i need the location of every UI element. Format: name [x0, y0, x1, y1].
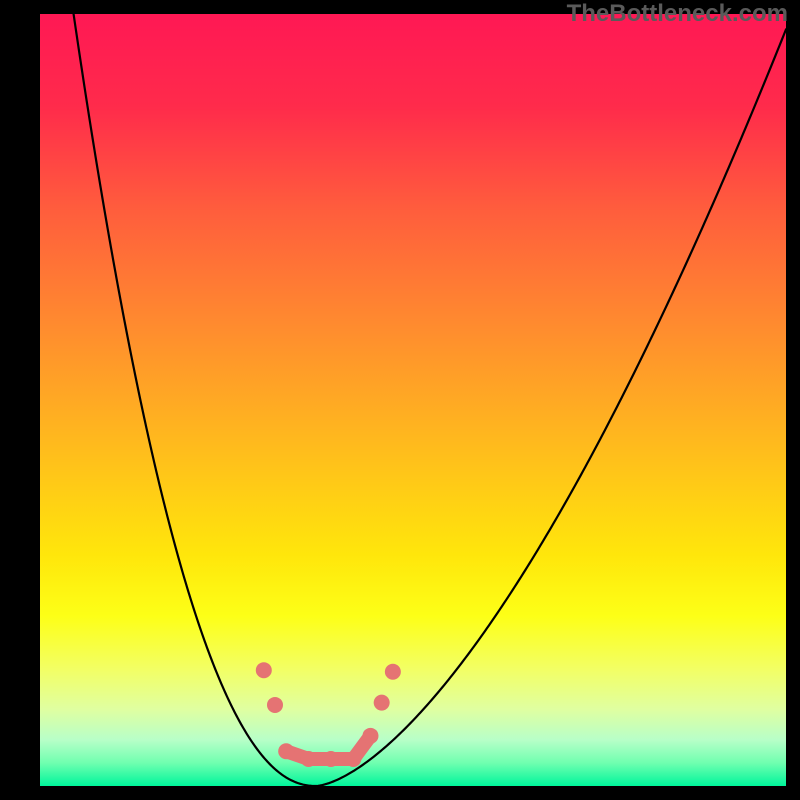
marker-point	[301, 751, 317, 767]
bottleneck-chart	[40, 14, 786, 786]
marker-point	[267, 697, 283, 713]
watermark-text: TheBottleneck.com	[567, 0, 788, 28]
marker-point	[385, 664, 401, 680]
marker-point	[362, 728, 378, 744]
chart-background	[40, 14, 786, 786]
marker-point	[256, 662, 272, 678]
marker-point	[345, 751, 361, 767]
marker-point	[374, 695, 390, 711]
marker-point	[278, 743, 294, 759]
marker-point	[323, 751, 339, 767]
